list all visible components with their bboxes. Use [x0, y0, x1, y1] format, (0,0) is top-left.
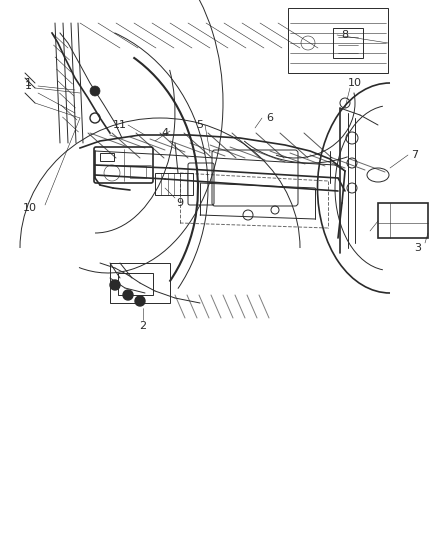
Text: 3: 3 [414, 243, 421, 253]
Bar [333, 28, 363, 58]
Bar [100, 153, 114, 161]
Text: 5: 5 [197, 120, 204, 130]
Text: 10: 10 [348, 78, 362, 88]
Text: 4: 4 [162, 128, 169, 138]
Circle shape [90, 86, 100, 96]
Circle shape [110, 280, 120, 290]
Circle shape [135, 296, 145, 306]
Text: 10: 10 [23, 203, 37, 213]
Text: 6: 6 [266, 113, 273, 123]
Text: 1: 1 [25, 78, 32, 88]
Text: 7: 7 [411, 150, 419, 160]
Text: 9: 9 [177, 198, 184, 208]
Bar [378, 203, 428, 238]
Bar [130, 166, 146, 178]
Bar [288, 8, 388, 73]
Bar [118, 273, 153, 295]
Bar [110, 263, 170, 303]
Text: 2: 2 [139, 321, 147, 331]
Text: 8: 8 [342, 30, 349, 40]
Bar [155, 173, 193, 195]
Text: 1: 1 [25, 81, 32, 91]
Circle shape [123, 290, 133, 300]
Text: 11: 11 [113, 120, 127, 130]
